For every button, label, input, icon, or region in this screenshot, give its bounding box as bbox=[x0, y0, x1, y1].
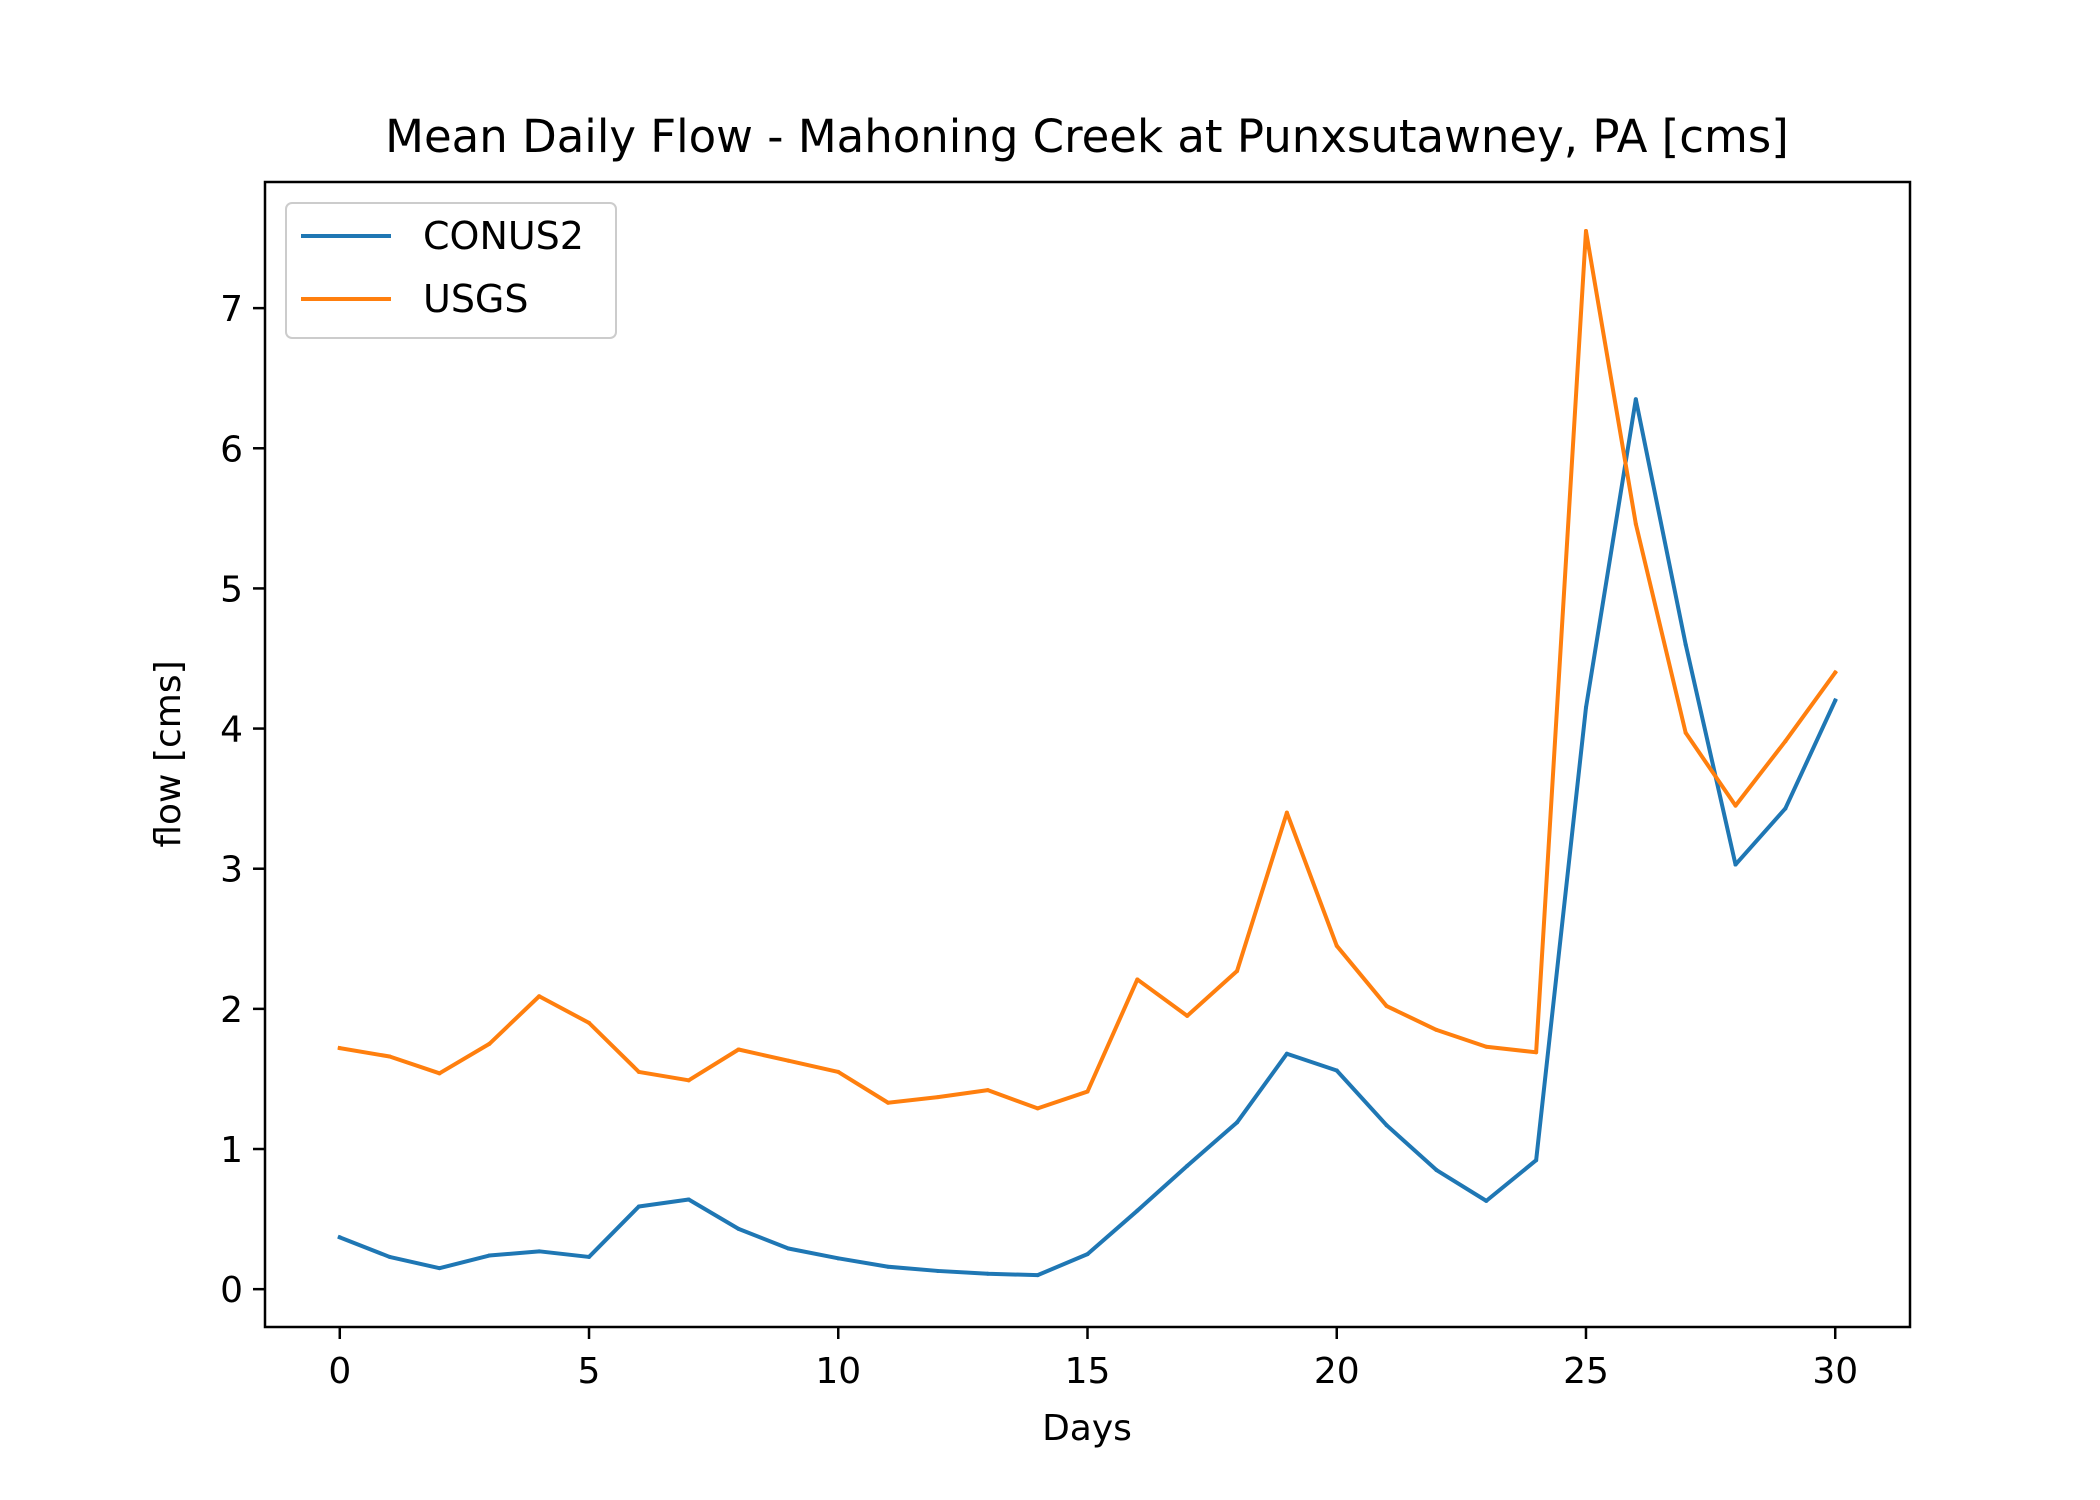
x-tick-label: 20 bbox=[1314, 1351, 1360, 1392]
y-tick-label: 2 bbox=[220, 990, 243, 1031]
data-point-usgs-27 bbox=[1683, 730, 1688, 735]
y-tick-label: 3 bbox=[220, 850, 243, 891]
data-point-usgs-14 bbox=[1035, 1106, 1040, 1111]
data-point-usgs-25 bbox=[1583, 229, 1588, 234]
data-point-usgs-26 bbox=[1633, 521, 1638, 526]
data-point-usgs-17 bbox=[1185, 1013, 1190, 1018]
data-point-usgs-4 bbox=[537, 994, 542, 999]
data-point-conus2-10 bbox=[836, 1256, 841, 1261]
data-point-conus2-6 bbox=[636, 1204, 641, 1209]
data-point-conus2-21 bbox=[1384, 1123, 1389, 1128]
x-axis-ticks: 0 5 10 15 20 25 30 bbox=[328, 1327, 1858, 1392]
x-tick-label: 10 bbox=[815, 1351, 861, 1392]
data-point-conus2-12 bbox=[935, 1268, 940, 1273]
data-point-usgs-23 bbox=[1484, 1044, 1489, 1049]
data-point-usgs-5 bbox=[587, 1020, 592, 1025]
x-tick-label: 30 bbox=[1812, 1351, 1858, 1392]
data-point-usgs-21 bbox=[1384, 1004, 1389, 1009]
data-point-usgs-12 bbox=[935, 1095, 940, 1100]
data-point-conus2-22 bbox=[1434, 1168, 1439, 1173]
data-point-conus2-24 bbox=[1534, 1158, 1539, 1163]
data-point-conus2-27 bbox=[1683, 642, 1688, 647]
plot-frame bbox=[263, 180, 1912, 1329]
data-point-usgs-2 bbox=[437, 1071, 442, 1076]
data-point-usgs-9 bbox=[786, 1058, 791, 1063]
y-tick-label: 5 bbox=[220, 569, 243, 610]
data-point-usgs-15 bbox=[1085, 1089, 1090, 1094]
data-point-conus2-9 bbox=[786, 1246, 791, 1251]
chart-title: Mean Daily Flow - Mahoning Creek at Punx… bbox=[385, 110, 1789, 163]
data-point-conus2-2 bbox=[437, 1266, 442, 1271]
data-point-usgs-29 bbox=[1783, 739, 1788, 744]
legend-label-conus2: CONUS2 bbox=[423, 214, 584, 258]
x-axis-label: Days bbox=[1042, 1408, 1132, 1449]
data-point-conus2-25 bbox=[1583, 705, 1588, 710]
data-point-conus2-7 bbox=[686, 1197, 691, 1202]
data-point-conus2-13 bbox=[985, 1271, 990, 1276]
data-point-conus2-4 bbox=[537, 1249, 542, 1254]
series-layer bbox=[337, 229, 1839, 1278]
data-point-usgs-1 bbox=[387, 1054, 392, 1059]
x-tick-label: 15 bbox=[1065, 1351, 1111, 1392]
data-point-conus2-16 bbox=[1135, 1208, 1140, 1213]
data-point-conus2-14 bbox=[1035, 1273, 1040, 1278]
data-point-usgs-28 bbox=[1733, 803, 1738, 808]
data-point-usgs-10 bbox=[836, 1069, 841, 1074]
data-point-usgs-22 bbox=[1434, 1027, 1439, 1032]
data-point-usgs-16 bbox=[1135, 977, 1140, 982]
y-tick-label: 0 bbox=[220, 1270, 243, 1311]
data-point-conus2-0 bbox=[337, 1235, 342, 1240]
data-point-conus2-3 bbox=[487, 1253, 492, 1258]
data-point-usgs-19 bbox=[1284, 810, 1289, 815]
data-point-usgs-20 bbox=[1334, 943, 1339, 948]
legend: CONUS2 USGS bbox=[285, 202, 617, 339]
data-point-conus2-5 bbox=[587, 1254, 592, 1259]
data-point-conus2-15 bbox=[1085, 1252, 1090, 1257]
data-point-usgs-18 bbox=[1235, 969, 1240, 974]
data-point-usgs-7 bbox=[686, 1078, 691, 1083]
x-tick-label: 5 bbox=[578, 1351, 601, 1392]
data-point-usgs-8 bbox=[736, 1047, 741, 1052]
y-tick-label: 4 bbox=[220, 710, 243, 751]
data-point-usgs-0 bbox=[337, 1046, 342, 1051]
data-point-usgs-24 bbox=[1534, 1050, 1539, 1055]
data-point-conus2-1 bbox=[387, 1254, 392, 1259]
data-point-conus2-30 bbox=[1833, 698, 1838, 703]
data-point-conus2-26 bbox=[1633, 397, 1638, 402]
data-point-conus2-11 bbox=[886, 1264, 891, 1269]
data-point-conus2-28 bbox=[1733, 862, 1738, 867]
data-point-usgs-6 bbox=[636, 1069, 641, 1074]
data-point-usgs-13 bbox=[985, 1088, 990, 1093]
y-axis-ticks: 0 1 2 3 4 5 6 7 bbox=[220, 289, 265, 1311]
data-point-conus2-29 bbox=[1783, 806, 1788, 811]
y-tick-label: 7 bbox=[220, 289, 243, 330]
legend-label-usgs: USGS bbox=[423, 277, 529, 321]
y-axis-label: flow [cms] bbox=[148, 660, 189, 847]
data-point-conus2-23 bbox=[1484, 1198, 1489, 1203]
data-point-usgs-3 bbox=[487, 1041, 492, 1046]
data-point-conus2-17 bbox=[1185, 1163, 1190, 1168]
y-tick-label: 6 bbox=[220, 429, 243, 470]
y-tick-label: 1 bbox=[220, 1130, 243, 1171]
x-tick-label: 0 bbox=[328, 1351, 351, 1392]
data-point-conus2-8 bbox=[736, 1226, 741, 1231]
data-point-usgs-11 bbox=[886, 1100, 891, 1105]
data-point-conus2-19 bbox=[1284, 1051, 1289, 1056]
data-point-conus2-18 bbox=[1235, 1120, 1240, 1125]
x-tick-label: 25 bbox=[1563, 1351, 1609, 1392]
data-point-usgs-30 bbox=[1833, 670, 1838, 675]
data-point-conus2-20 bbox=[1334, 1068, 1339, 1073]
